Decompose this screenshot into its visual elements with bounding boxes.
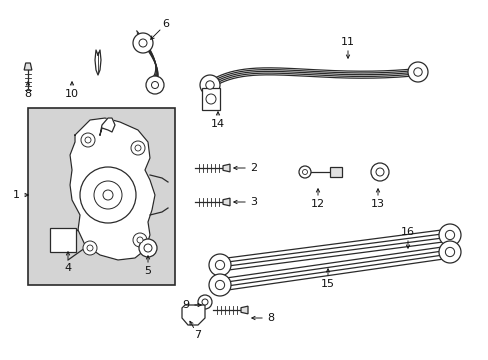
Text: 15: 15	[320, 279, 334, 289]
Circle shape	[298, 166, 310, 178]
Text: 8: 8	[267, 313, 274, 323]
Polygon shape	[223, 164, 229, 172]
Circle shape	[133, 33, 153, 53]
Circle shape	[407, 62, 427, 82]
Polygon shape	[95, 50, 101, 75]
Text: 9: 9	[182, 300, 189, 310]
Circle shape	[438, 224, 460, 246]
Circle shape	[205, 94, 216, 104]
Text: 7: 7	[194, 330, 201, 340]
Text: 4: 4	[64, 263, 71, 273]
Circle shape	[131, 141, 145, 155]
Circle shape	[137, 237, 142, 243]
Polygon shape	[70, 118, 155, 260]
Circle shape	[413, 68, 421, 76]
Bar	[202, 88, 220, 110]
Circle shape	[103, 190, 113, 200]
Text: 13: 13	[370, 199, 384, 209]
Circle shape	[208, 274, 230, 296]
Circle shape	[94, 181, 122, 209]
Text: 8: 8	[24, 89, 32, 99]
Circle shape	[302, 170, 307, 175]
Circle shape	[87, 245, 93, 251]
Polygon shape	[182, 305, 204, 325]
Circle shape	[202, 299, 207, 305]
Bar	[28, 108, 175, 285]
Circle shape	[133, 233, 147, 247]
Bar	[50, 228, 76, 252]
Circle shape	[80, 167, 136, 223]
Bar	[329, 167, 341, 177]
Polygon shape	[241, 306, 247, 314]
Circle shape	[85, 137, 91, 143]
Polygon shape	[100, 118, 115, 135]
Circle shape	[215, 280, 224, 289]
Text: 11: 11	[340, 37, 354, 47]
Circle shape	[198, 295, 212, 309]
Text: 10: 10	[65, 89, 79, 99]
Text: 2: 2	[250, 163, 257, 173]
Circle shape	[215, 260, 224, 270]
Circle shape	[200, 75, 220, 95]
Polygon shape	[24, 63, 32, 70]
Polygon shape	[223, 198, 229, 206]
Circle shape	[139, 39, 147, 47]
Circle shape	[143, 244, 152, 252]
Circle shape	[205, 81, 214, 89]
Circle shape	[81, 133, 95, 147]
Text: 5: 5	[144, 266, 151, 276]
Text: 3: 3	[250, 197, 257, 207]
Circle shape	[445, 247, 454, 257]
Circle shape	[151, 81, 158, 89]
Text: 14: 14	[210, 119, 224, 129]
Circle shape	[83, 241, 97, 255]
Circle shape	[445, 230, 454, 240]
Text: 12: 12	[310, 199, 325, 209]
Text: 1: 1	[13, 190, 20, 200]
Circle shape	[139, 239, 157, 257]
Circle shape	[146, 76, 163, 94]
Circle shape	[438, 241, 460, 263]
Circle shape	[208, 254, 230, 276]
Circle shape	[370, 163, 388, 181]
Text: 6: 6	[163, 19, 169, 29]
Text: 16: 16	[400, 227, 414, 237]
Circle shape	[375, 168, 383, 176]
Circle shape	[135, 145, 141, 151]
